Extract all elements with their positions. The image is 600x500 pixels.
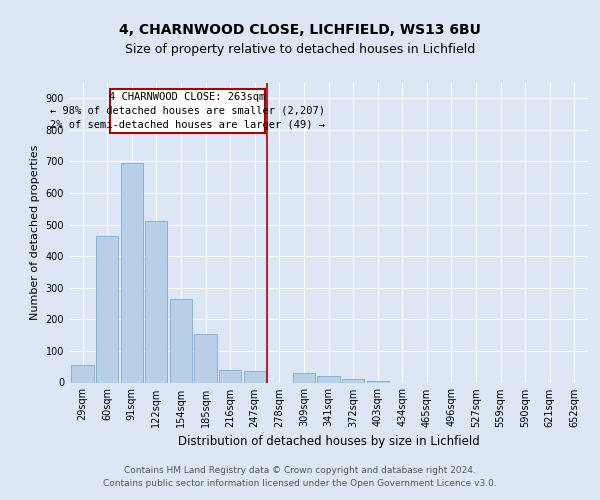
Bar [244,372,266,382]
Bar [219,370,241,382]
Text: 4, CHARNWOOD CLOSE, LICHFIELD, WS13 6BU: 4, CHARNWOOD CLOSE, LICHFIELD, WS13 6BU [119,22,481,36]
Text: 4 CHARNWOOD CLOSE: 263sqm
← 98% of detached houses are smaller (2,207)
2% of sem: 4 CHARNWOOD CLOSE: 263sqm ← 98% of detac… [50,92,325,130]
Text: Size of property relative to detached houses in Lichfield: Size of property relative to detached ho… [125,42,475,56]
Bar [194,334,217,382]
Bar [170,299,192,382]
FancyBboxPatch shape [110,89,265,133]
Bar [145,222,167,382]
Bar [121,163,143,382]
Text: Contains HM Land Registry data © Crown copyright and database right 2024.
Contai: Contains HM Land Registry data © Crown c… [103,466,497,487]
Bar [71,365,94,382]
Bar [317,376,340,382]
Bar [293,373,315,382]
Bar [367,381,389,382]
Bar [96,236,118,382]
Bar [342,380,364,382]
Y-axis label: Number of detached properties: Number of detached properties [30,145,40,320]
X-axis label: Distribution of detached houses by size in Lichfield: Distribution of detached houses by size … [178,435,479,448]
